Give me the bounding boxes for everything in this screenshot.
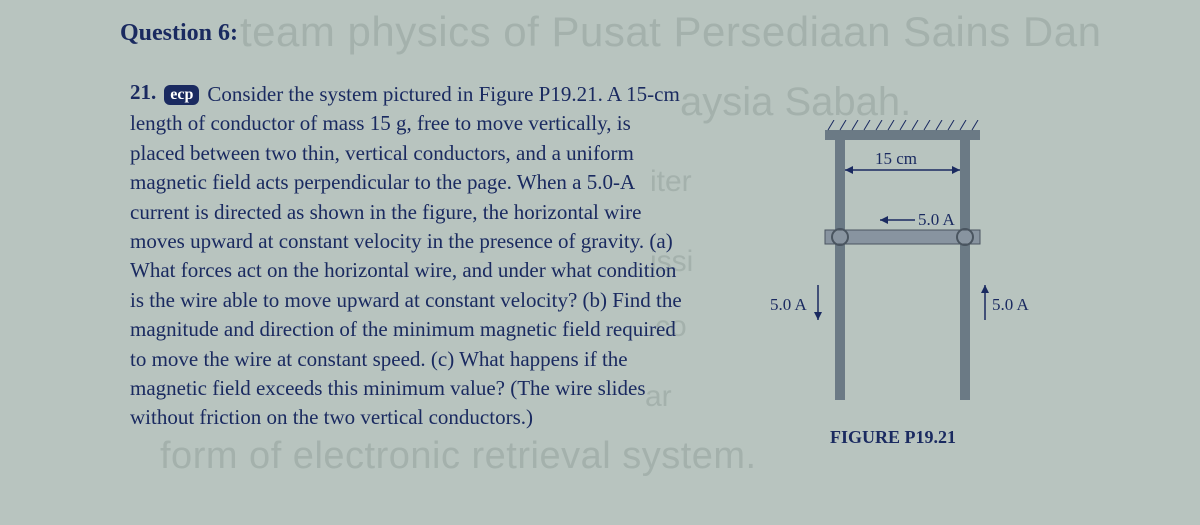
watermark-form: form of electronic retrieval system. <box>160 435 757 478</box>
top-hatch <box>828 120 978 130</box>
dim-arrow-right <box>952 166 960 174</box>
problem-block: 21. ecp Consider the system pictured in … <box>130 80 690 433</box>
question-label: Question 6: <box>120 20 238 47</box>
dim-arrow-left <box>845 166 853 174</box>
figure-svg: 15 cm 5.0 A 5.0 A 5.0 A <box>740 120 1060 420</box>
right-current-label: 5.0 A <box>992 295 1030 314</box>
left-current-label: 5.0 A <box>770 295 808 314</box>
mid-current-label: 5.0 A <box>918 210 956 229</box>
figure-p1921: 15 cm 5.0 A 5.0 A 5.0 A FIGURE P19.21 <box>740 120 1060 420</box>
right-current-arrow <box>981 285 989 293</box>
problem-number: 21. <box>130 80 156 105</box>
watermark-sabah: aysia Sabah. <box>680 80 911 125</box>
top-cap <box>825 130 980 140</box>
problem-text: Consider the system pictured in Figure P… <box>130 82 682 429</box>
ecp-badge: ecp <box>164 85 199 105</box>
watermark-header: team physics of Pusat Persediaan Sains D… <box>240 8 1101 56</box>
page-container: team physics of Pusat Persediaan Sains D… <box>0 0 1200 525</box>
left-current-arrow <box>814 312 822 320</box>
dim-label: 15 cm <box>875 149 917 168</box>
figure-caption: FIGURE P19.21 <box>830 427 956 448</box>
mid-current-arrow <box>880 216 888 224</box>
left-rail <box>835 140 845 400</box>
right-rail <box>960 140 970 400</box>
